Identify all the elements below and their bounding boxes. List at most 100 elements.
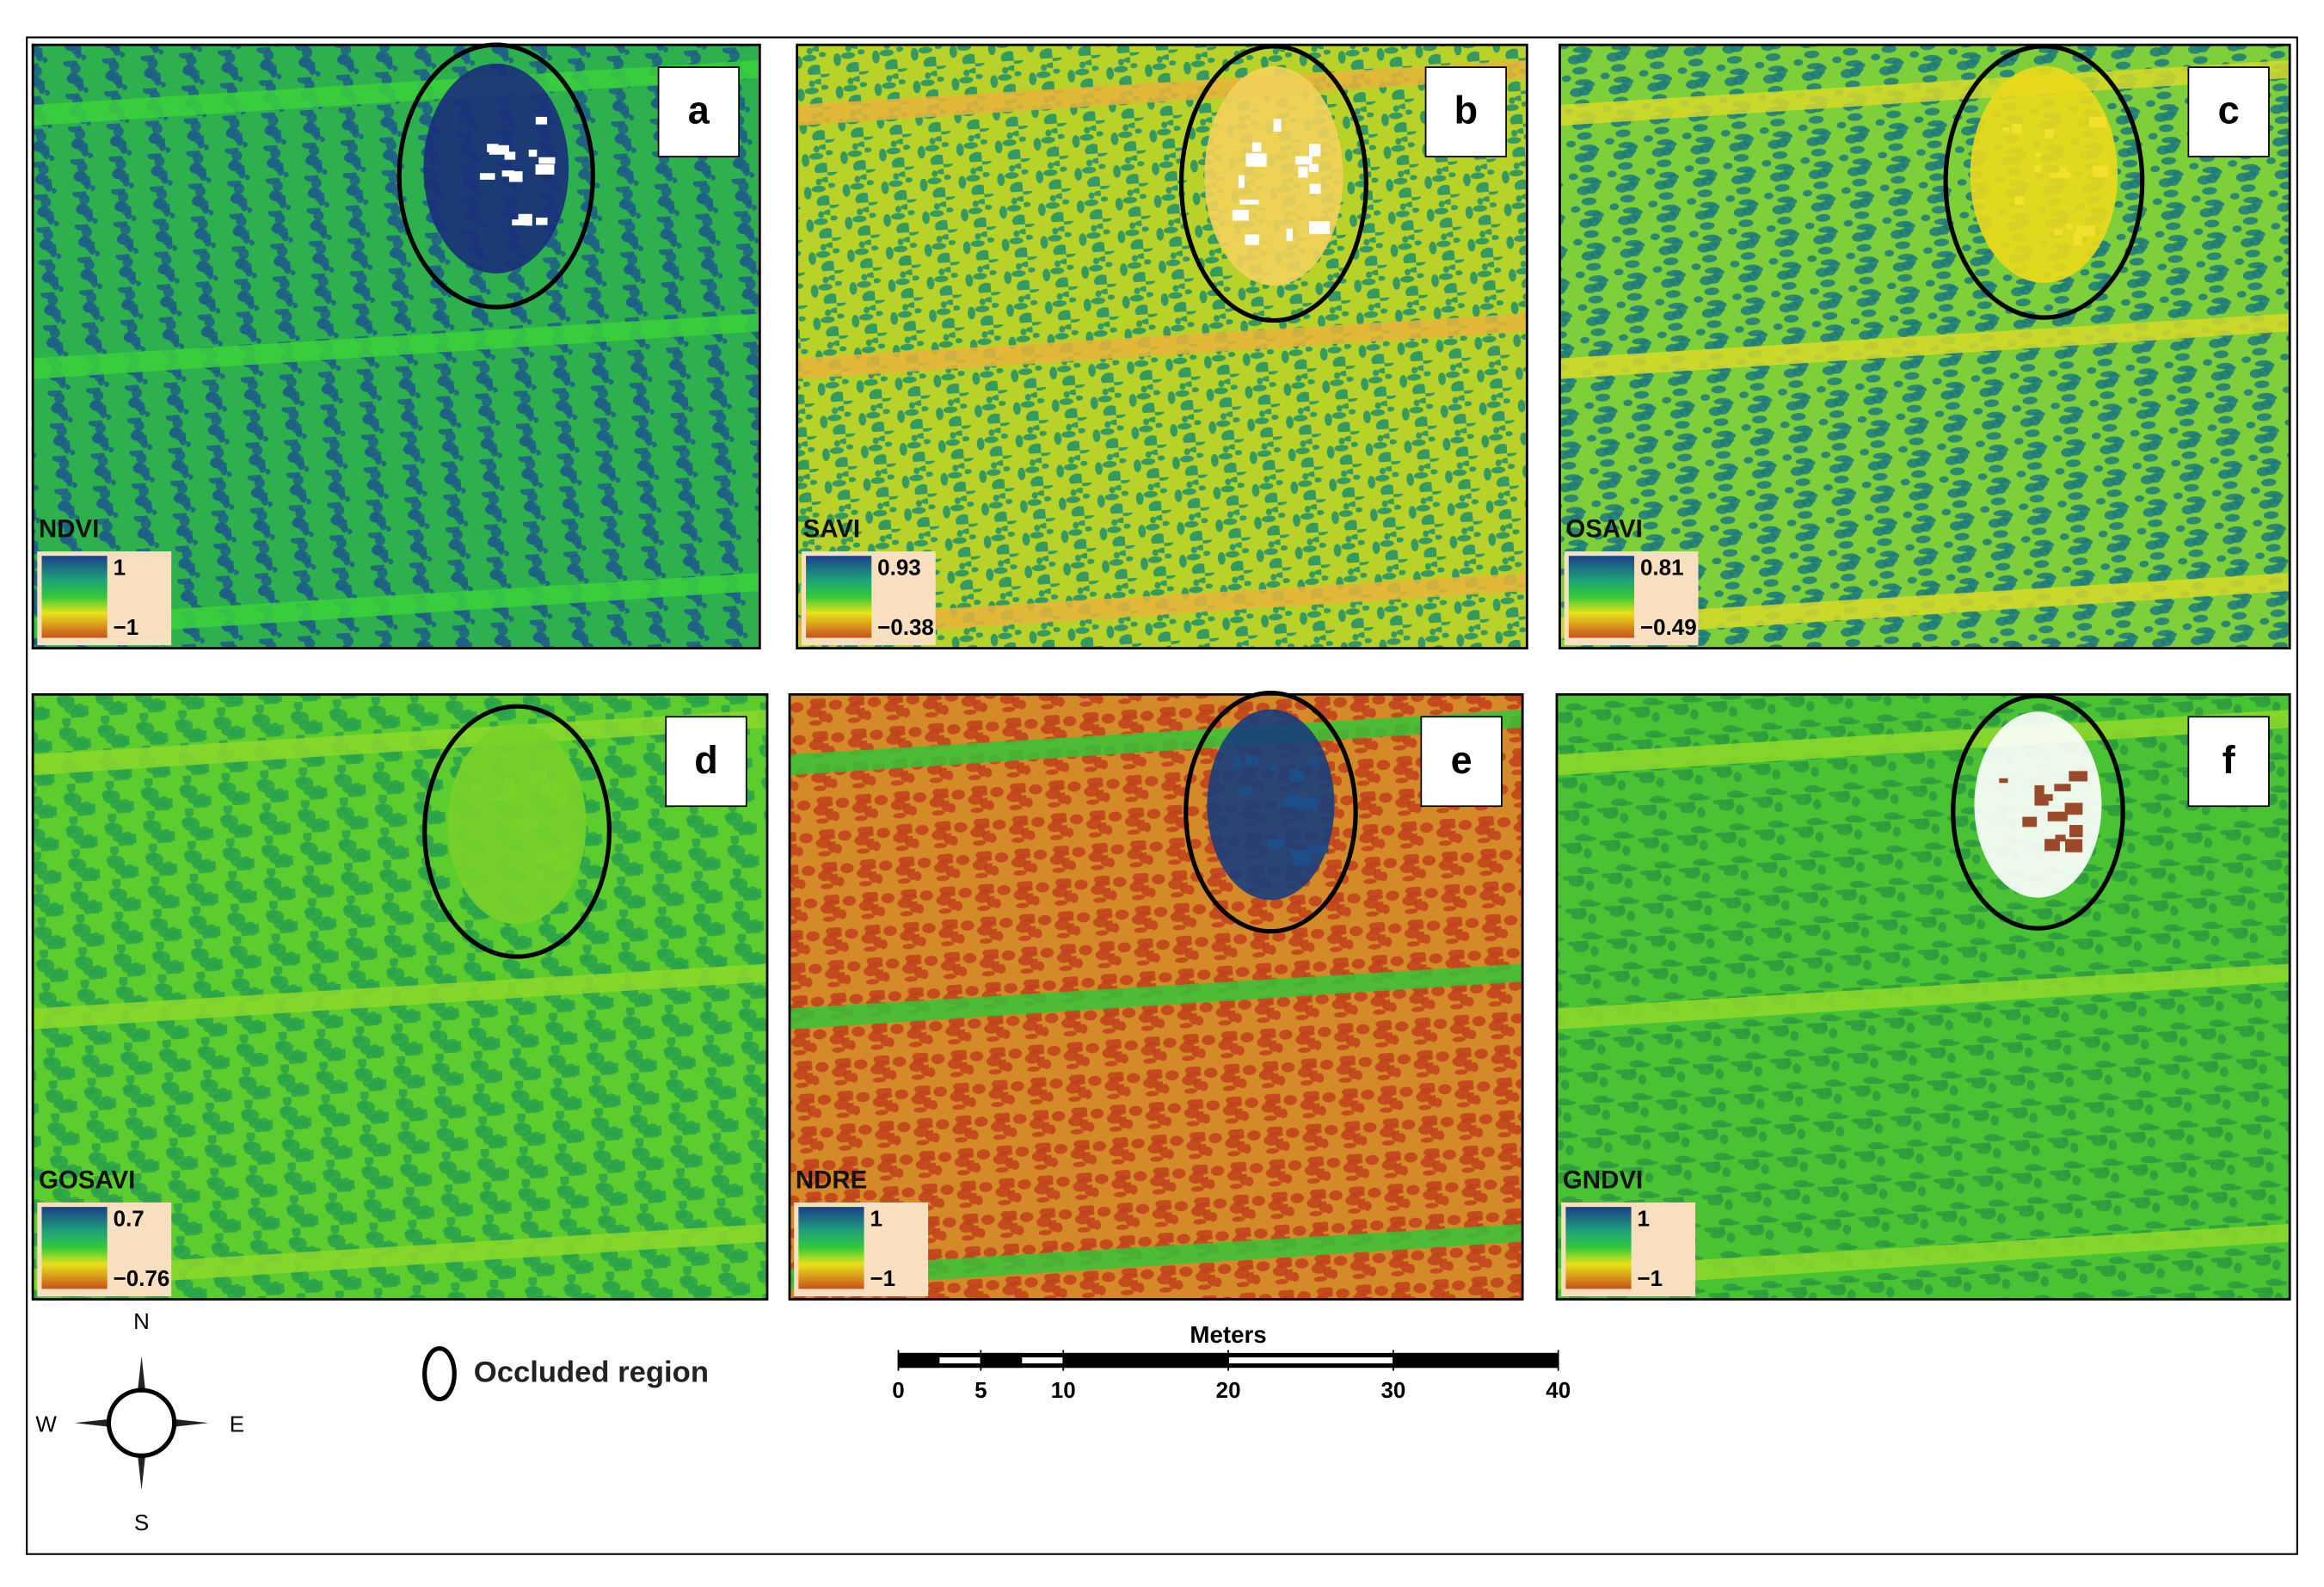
occluded-speckle <box>2002 127 2010 132</box>
occluded-speckle <box>528 771 547 781</box>
panel-letter-box <box>1420 716 1503 808</box>
occluded-patch <box>447 723 587 925</box>
panel-frame <box>1559 43 2291 650</box>
occluded-speckle <box>2044 839 2060 852</box>
legend-min: −0.76 <box>114 1265 170 1291</box>
occluded-speckle <box>2055 834 2066 842</box>
legend-max: 1 <box>870 1206 882 1232</box>
field-road <box>1559 573 2290 639</box>
occluded-speckle <box>1251 142 1262 152</box>
occluded-speckle <box>1245 755 1258 766</box>
occluded-speckle <box>1294 855 1311 866</box>
panel-frame <box>796 43 1528 650</box>
occluded-speckle <box>1286 228 1293 242</box>
scale-segment <box>939 1357 981 1364</box>
index-map <box>33 694 768 1300</box>
occluded-speckle <box>1245 153 1267 167</box>
occluded-speckle <box>2011 123 2022 134</box>
occluded-speckle <box>536 217 548 225</box>
occluded-speckle <box>479 173 495 180</box>
index-name: GOSAVI <box>39 1166 135 1194</box>
field-road <box>33 1223 768 1290</box>
panel-letter: e <box>1451 738 1472 782</box>
scale-segment <box>898 1352 940 1369</box>
occluded-ellipse <box>422 704 612 959</box>
scale-segment <box>1063 1352 1229 1369</box>
occluded-speckle <box>1289 769 1298 783</box>
occluded-speckle <box>2088 117 2106 127</box>
occluded-speckle <box>512 219 526 226</box>
color-ramp <box>41 556 108 638</box>
field-road <box>1556 710 2290 776</box>
field-road <box>33 573 760 639</box>
legend-max: 1 <box>1638 1206 1650 1232</box>
occluded-speckle <box>2074 232 2083 246</box>
legend-max: 0.7 <box>114 1206 144 1232</box>
occluded-speckle <box>501 170 514 177</box>
occluded-speckle <box>2044 129 2054 139</box>
legend-min: −0.38 <box>877 614 934 640</box>
occluded-speckle <box>2049 172 2070 178</box>
legend-min: −1 <box>870 1265 896 1291</box>
scale-segment <box>1022 1357 1064 1364</box>
compass-south: S <box>134 1510 149 1535</box>
field-road <box>789 710 1523 776</box>
index-map <box>1556 694 2290 1300</box>
legend-max: 1 <box>114 555 126 581</box>
occluded-speckle <box>2069 839 2079 849</box>
compass-north: N <box>133 1308 150 1334</box>
panel-letter: b <box>1454 89 1479 132</box>
color-ramp <box>798 1207 864 1289</box>
occluded-speckle <box>1296 771 1304 782</box>
occluded-speckle <box>1309 183 1321 194</box>
occluded-speckle <box>524 213 532 226</box>
occluded-speckle <box>1308 144 1321 157</box>
field-road <box>789 1223 1523 1290</box>
scale-tick-label: 40 <box>1546 1377 1571 1403</box>
occluded-speckle <box>1233 757 1241 768</box>
field-road <box>33 59 760 126</box>
legend-min: −1 <box>114 614 139 640</box>
occluded-speckle <box>487 144 499 152</box>
occluded-speckle <box>504 151 516 160</box>
occluded-speckle <box>489 796 508 802</box>
occluded-speckle <box>1273 119 1282 132</box>
legend-max: 0.81 <box>1640 555 1684 581</box>
occluded-speckle <box>2064 803 2083 815</box>
occluded-speckle <box>1270 766 1277 772</box>
occluded-speckle <box>1309 758 1317 766</box>
occluded-speckle <box>2033 164 2041 172</box>
index-name: OSAVI <box>1565 515 1642 544</box>
occluded-speckle <box>2022 816 2038 827</box>
color-ramp <box>1568 556 1635 638</box>
occluded-speckle <box>2014 196 2025 206</box>
occluded-speckle <box>503 778 515 790</box>
occluded-speckle <box>2092 165 2109 177</box>
index-map <box>33 45 760 649</box>
field-road <box>796 59 1528 126</box>
compass-east: E <box>230 1412 244 1437</box>
panel-letter-box <box>2187 716 2270 808</box>
panel-frame <box>31 692 769 1301</box>
field-road <box>789 963 1523 1030</box>
occluded-speckle <box>2059 166 2067 178</box>
scale-segment <box>981 1352 1023 1369</box>
occluded-speckle <box>558 847 568 853</box>
occluded-speckle <box>470 784 483 789</box>
occluded-speckle <box>1295 156 1313 165</box>
panel-letter-box <box>2187 66 2270 157</box>
legend-ellipse <box>422 1346 457 1402</box>
occluded-speckle <box>551 782 563 795</box>
occluded-speckle <box>2069 771 2087 782</box>
field-road <box>1556 1223 2290 1290</box>
index-name: NDVI <box>39 515 99 544</box>
field-road <box>33 313 760 379</box>
occluded-speckle <box>508 171 523 182</box>
scale-segment <box>1393 1352 1559 1369</box>
legend-min: −0.49 <box>1640 614 1697 640</box>
scale-segment <box>1228 1357 1393 1364</box>
panel-frame <box>1555 692 2291 1301</box>
occluded-speckle <box>1268 839 1285 849</box>
